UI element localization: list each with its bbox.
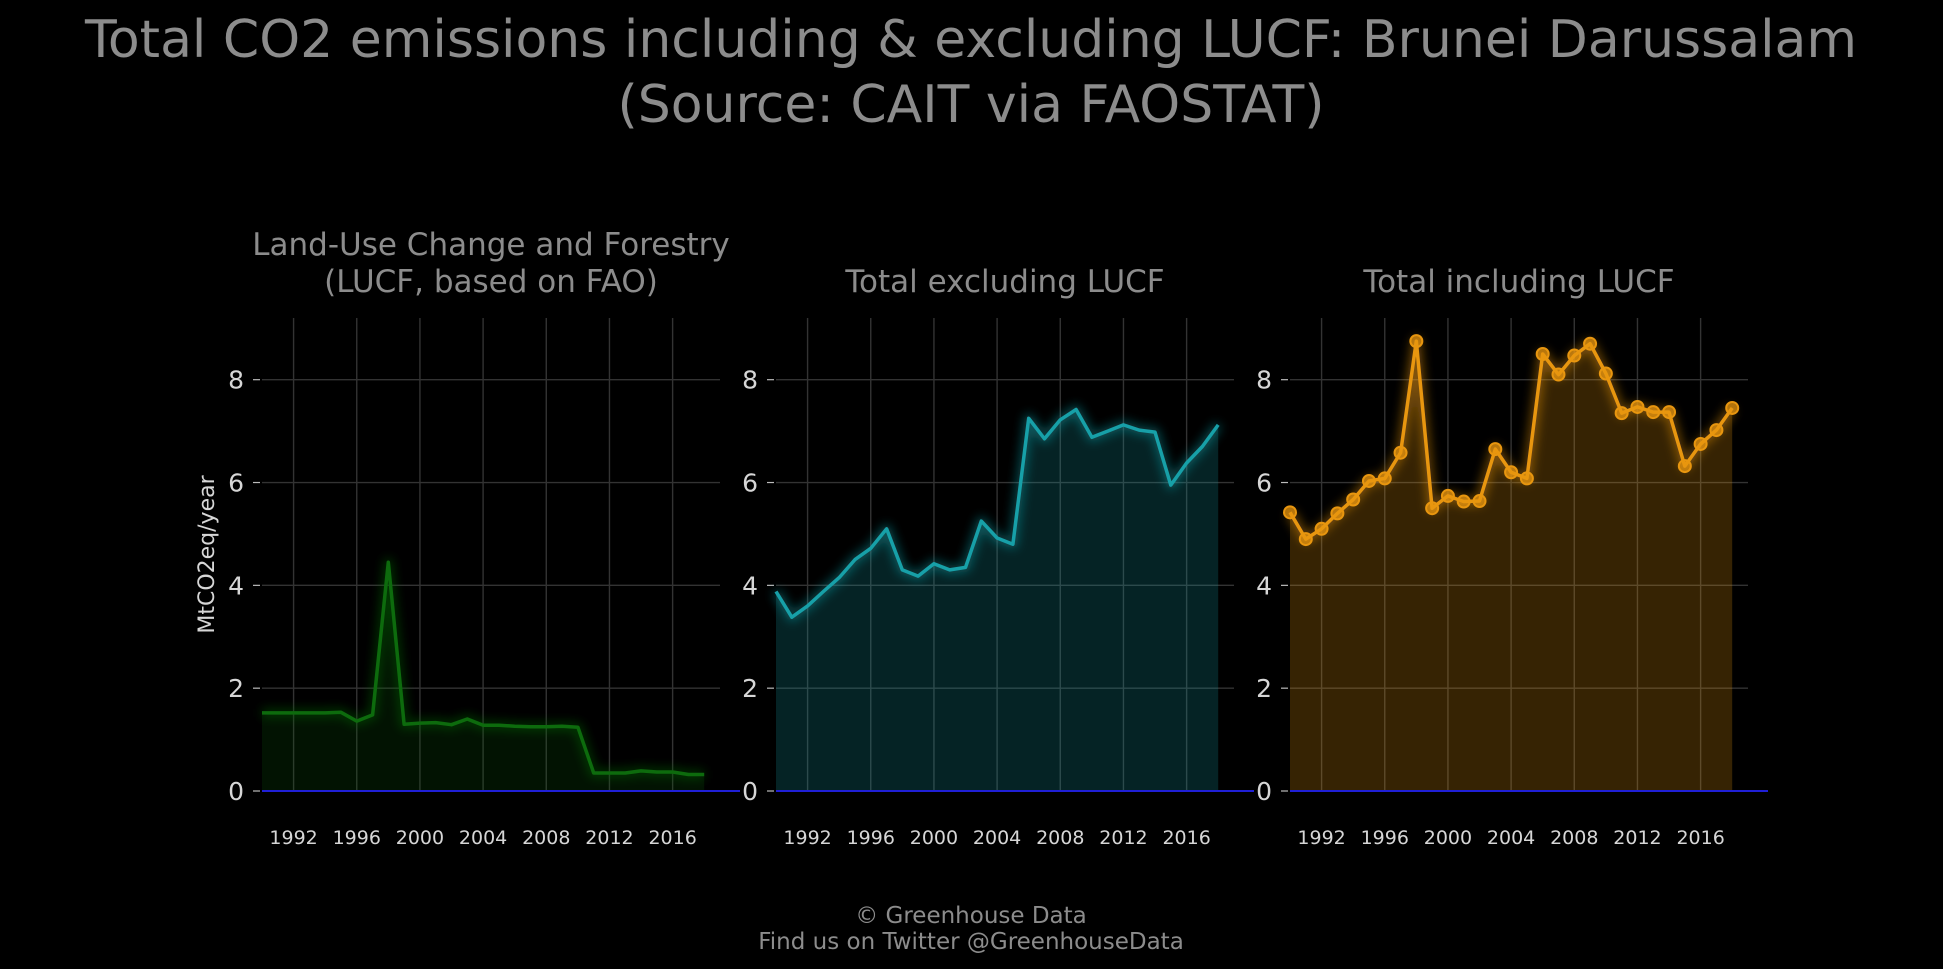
x-tick-label: 2004: [1487, 827, 1535, 849]
data-point: [1709, 423, 1724, 438]
footer-copyright: © Greenhouse Data: [855, 903, 1087, 929]
panel-3: 0 2 4 6 8 1992 1996 2000 2004 2008 2012 2016 Total i…: [1256, 264, 1768, 849]
data-point: [1377, 471, 1392, 486]
y-tick-label: 0: [1256, 777, 1272, 806]
x-tick-label: 2012: [1613, 827, 1661, 849]
data-point: [1361, 473, 1376, 488]
data-point: [1330, 506, 1345, 521]
data-point: [1456, 494, 1471, 509]
x-tick-label: 2016: [1676, 827, 1724, 849]
x-tick-label: 2008: [1550, 827, 1598, 849]
data-point: [1614, 406, 1629, 421]
x-tick-label: 1992: [1297, 827, 1345, 849]
y-axis-label: MtCO2eq/year: [195, 474, 220, 633]
data-point: [1725, 400, 1740, 415]
chart-subtitle: (Source: CAIT via FAOSTAT): [617, 75, 1324, 135]
data-point: [1693, 436, 1708, 451]
panel-1: 0 2 4 6 8 1992 1996 2000 2004 2008 2012 2016 Land-Us…: [195, 227, 740, 849]
x-tick-label: 2016: [648, 827, 696, 849]
x-tick-label: 2000: [1424, 827, 1472, 849]
y-tick-label: 6: [228, 469, 244, 498]
x-tick-label: 2008: [1036, 827, 1084, 849]
data-point: [1425, 501, 1440, 516]
y-tick-label: 8: [742, 366, 758, 395]
data-point: [1314, 521, 1329, 536]
panel-title: Total including LUCF: [1362, 264, 1674, 300]
data-point: [1393, 445, 1408, 460]
y-tick-label: 2: [228, 674, 244, 703]
series-line: [262, 560, 705, 777]
panel-title: Land-Use Change and Forestry: [252, 227, 730, 263]
data-point: [1519, 471, 1534, 486]
y-tick-label: 2: [742, 674, 758, 703]
data-point: [1551, 367, 1566, 382]
panel-title: Total excluding LUCF: [844, 264, 1164, 300]
y-tick-label: 4: [1256, 571, 1272, 600]
series-area: [262, 562, 705, 791]
x-tick-label: 1996: [847, 827, 895, 849]
x-tick-label: 1996: [1361, 827, 1409, 849]
panel-title: (LUCF, based on FAO): [324, 264, 658, 300]
y-tick-label: 4: [742, 571, 758, 600]
y-tick-label: 4: [228, 571, 244, 600]
data-point: [1662, 405, 1677, 420]
series-line: [774, 407, 1220, 619]
x-tick-label: 2008: [522, 827, 570, 849]
x-tick-label: 2004: [973, 827, 1021, 849]
x-tick-label: 2000: [396, 827, 444, 849]
series-area: [776, 409, 1219, 791]
data-point: [1535, 346, 1550, 361]
chart-title: Total CO2 emissions including & excludin…: [84, 10, 1857, 70]
x-tick-label: 1992: [783, 827, 831, 849]
data-point: [1630, 399, 1645, 414]
y-tick-label: 0: [742, 777, 758, 806]
data-point: [1298, 532, 1313, 547]
x-tick-label: 2012: [585, 827, 633, 849]
y-tick-label: 8: [1256, 366, 1272, 395]
data-point: [1440, 488, 1455, 503]
panel-2: 0 2 4 6 8 1992 1996 2000 2004 2008 2012 2016 Total e…: [742, 264, 1254, 849]
x-tick-label: 1996: [333, 827, 381, 849]
y-tick-label: 6: [742, 469, 758, 498]
y-tick-label: 8: [228, 366, 244, 395]
y-tick-label: 6: [1256, 469, 1272, 498]
data-point: [1409, 334, 1424, 349]
x-tick-label: 2016: [1162, 827, 1210, 849]
data-point: [1504, 465, 1519, 480]
x-tick-label: 2000: [910, 827, 958, 849]
data-point: [1646, 405, 1661, 420]
data-point: [1583, 336, 1598, 351]
y-tick-label: 2: [1256, 674, 1272, 703]
data-point: [1472, 494, 1487, 509]
footer-twitter: Find us on Twitter @GreenhouseData: [758, 929, 1184, 955]
data-point: [1346, 492, 1361, 507]
y-tick-label: 0: [228, 777, 244, 806]
x-tick-label: 1992: [269, 827, 317, 849]
data-point: [1567, 348, 1582, 363]
x-tick-label: 2012: [1099, 827, 1147, 849]
data-point: [1677, 459, 1692, 474]
data-point: [1283, 505, 1297, 520]
data-point: [1598, 366, 1613, 381]
x-tick-label: 2004: [459, 827, 507, 849]
data-point: [1488, 442, 1503, 457]
